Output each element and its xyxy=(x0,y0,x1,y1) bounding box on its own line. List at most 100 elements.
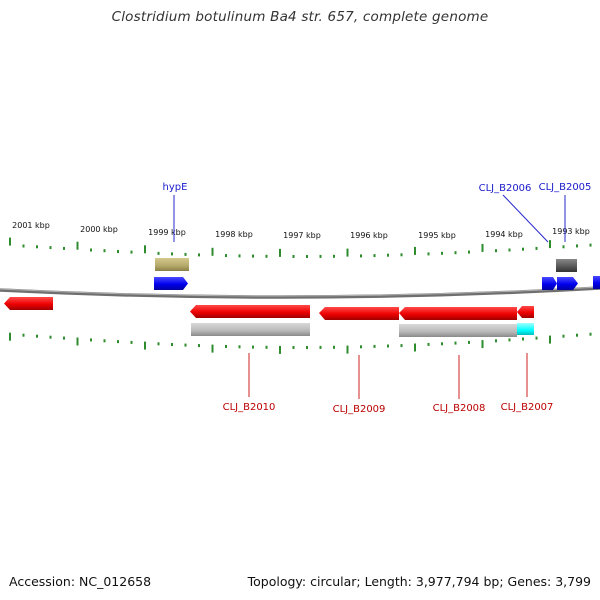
minor-tick xyxy=(427,342,430,346)
minor-tick xyxy=(198,344,200,348)
minor-tick xyxy=(441,251,443,255)
label-hypE[interactable]: hypE xyxy=(163,182,188,193)
minor-tick xyxy=(333,345,335,349)
genome-title: Clostridium botulinum Ba4 str. 657, comp… xyxy=(111,9,489,25)
minor-tick xyxy=(373,344,376,348)
major-tick xyxy=(76,241,79,250)
minor-tick xyxy=(400,344,403,348)
minor-tick xyxy=(373,254,376,258)
gene-CLJ_B2008[interactable] xyxy=(399,307,517,320)
minor-tick xyxy=(238,254,241,258)
label-CLJ_B2008[interactable]: CLJ_B2008 xyxy=(433,403,486,414)
label-CLJ_B2009[interactable]: CLJ_B2009 xyxy=(333,404,386,415)
minor-tick xyxy=(306,255,308,258)
gene-CLJ_B2010[interactable] xyxy=(190,305,310,318)
major-tick xyxy=(346,248,349,257)
minor-tick xyxy=(225,345,227,348)
feature-olive[interactable] xyxy=(155,258,189,271)
gene-hypE[interactable] xyxy=(154,277,188,290)
minor-tick xyxy=(117,250,119,253)
ruler-label-2000: 2000 kbp xyxy=(80,225,118,234)
minor-tick xyxy=(508,338,511,342)
minor-tick xyxy=(184,252,187,256)
feature-gray-1[interactable] xyxy=(191,323,310,336)
gene-CLJ_B2007[interactable] xyxy=(517,306,534,318)
minor-tick xyxy=(292,346,295,349)
feature-gray-2[interactable] xyxy=(399,324,517,337)
minor-tick xyxy=(198,253,200,257)
minor-tick xyxy=(333,254,335,258)
ruler-label-1995: 1995 kbp xyxy=(418,231,456,240)
minor-tick xyxy=(238,345,241,349)
minor-tick xyxy=(387,344,389,348)
label-CLJ_B2005[interactable]: CLJ_B2005 xyxy=(539,182,592,193)
major-tick xyxy=(211,247,214,256)
minor-tick xyxy=(468,250,470,254)
gene-edge-forward[interactable] xyxy=(593,276,600,289)
minor-tick xyxy=(117,340,119,344)
minor-tick xyxy=(562,334,565,338)
minor-tick xyxy=(252,254,254,258)
minor-tick xyxy=(319,345,322,349)
minor-tick xyxy=(22,333,25,337)
minor-tick xyxy=(319,254,322,258)
major-tick xyxy=(144,245,146,254)
accession-text: Accession: NC_012658 xyxy=(9,574,152,589)
minor-tick xyxy=(306,346,308,349)
label-CLJ_B2007[interactable]: CLJ_B2007 xyxy=(501,402,554,413)
major-tick xyxy=(279,248,281,257)
minor-tick xyxy=(36,245,38,249)
minor-tick xyxy=(22,244,25,248)
major-tick xyxy=(346,345,349,354)
gene-CLJ_B2006[interactable] xyxy=(542,277,557,290)
minor-tick xyxy=(252,345,254,349)
minor-tick xyxy=(400,253,403,257)
minor-tick xyxy=(535,246,538,250)
gene-CLJ_B2009[interactable] xyxy=(319,307,399,320)
minor-tick xyxy=(103,339,106,343)
label-CLJ_B2006[interactable]: CLJ_B2006 xyxy=(479,183,532,194)
minor-tick xyxy=(63,336,65,340)
feature-dark[interactable] xyxy=(556,259,577,272)
major-tick xyxy=(549,240,551,249)
major-tick xyxy=(211,344,214,353)
minor-tick xyxy=(360,254,362,258)
minor-tick xyxy=(589,243,592,247)
forward-features xyxy=(154,258,600,290)
minor-tick xyxy=(522,337,524,341)
minor-tick xyxy=(184,343,187,347)
leader-CLJ_B2006 xyxy=(502,194,549,243)
ruler-label-1999: 1999 kbp xyxy=(148,228,186,237)
minor-tick xyxy=(427,252,430,256)
minor-tick xyxy=(171,343,173,346)
minor-tick xyxy=(589,332,592,336)
ruler-label-1996: 1996 kbp xyxy=(350,231,388,240)
minor-tick xyxy=(265,254,268,258)
feature-cyan[interactable] xyxy=(517,323,534,335)
minor-tick xyxy=(130,340,133,344)
gene-CLJ_B2005[interactable] xyxy=(557,277,578,290)
minor-tick xyxy=(522,247,524,251)
major-tick xyxy=(414,246,416,255)
gene-labels-top: hypE CLJ_B2006 CLJ_B2005 xyxy=(163,182,592,194)
minor-tick xyxy=(495,339,497,343)
minor-tick xyxy=(49,246,52,250)
major-tick xyxy=(279,345,281,354)
minor-tick xyxy=(225,254,227,258)
ruler-ticks-bottom xyxy=(9,332,592,354)
minor-tick xyxy=(36,334,38,338)
major-tick xyxy=(9,237,11,246)
minor-tick xyxy=(157,342,160,346)
major-tick xyxy=(144,341,146,350)
major-tick xyxy=(481,243,484,252)
minor-tick xyxy=(441,342,443,346)
ruler-label-1993: 1993 kbp xyxy=(552,227,590,236)
label-CLJ_B2010[interactable]: CLJ_B2010 xyxy=(223,402,276,413)
minor-tick xyxy=(90,338,92,342)
genome-backbone xyxy=(0,286,600,299)
ruler-label-1998: 1998 kbp xyxy=(215,230,253,239)
gene-edge-reverse[interactable] xyxy=(4,297,53,310)
ruler-label-2001: 2001 kbp xyxy=(12,221,50,230)
minor-tick xyxy=(576,333,578,337)
